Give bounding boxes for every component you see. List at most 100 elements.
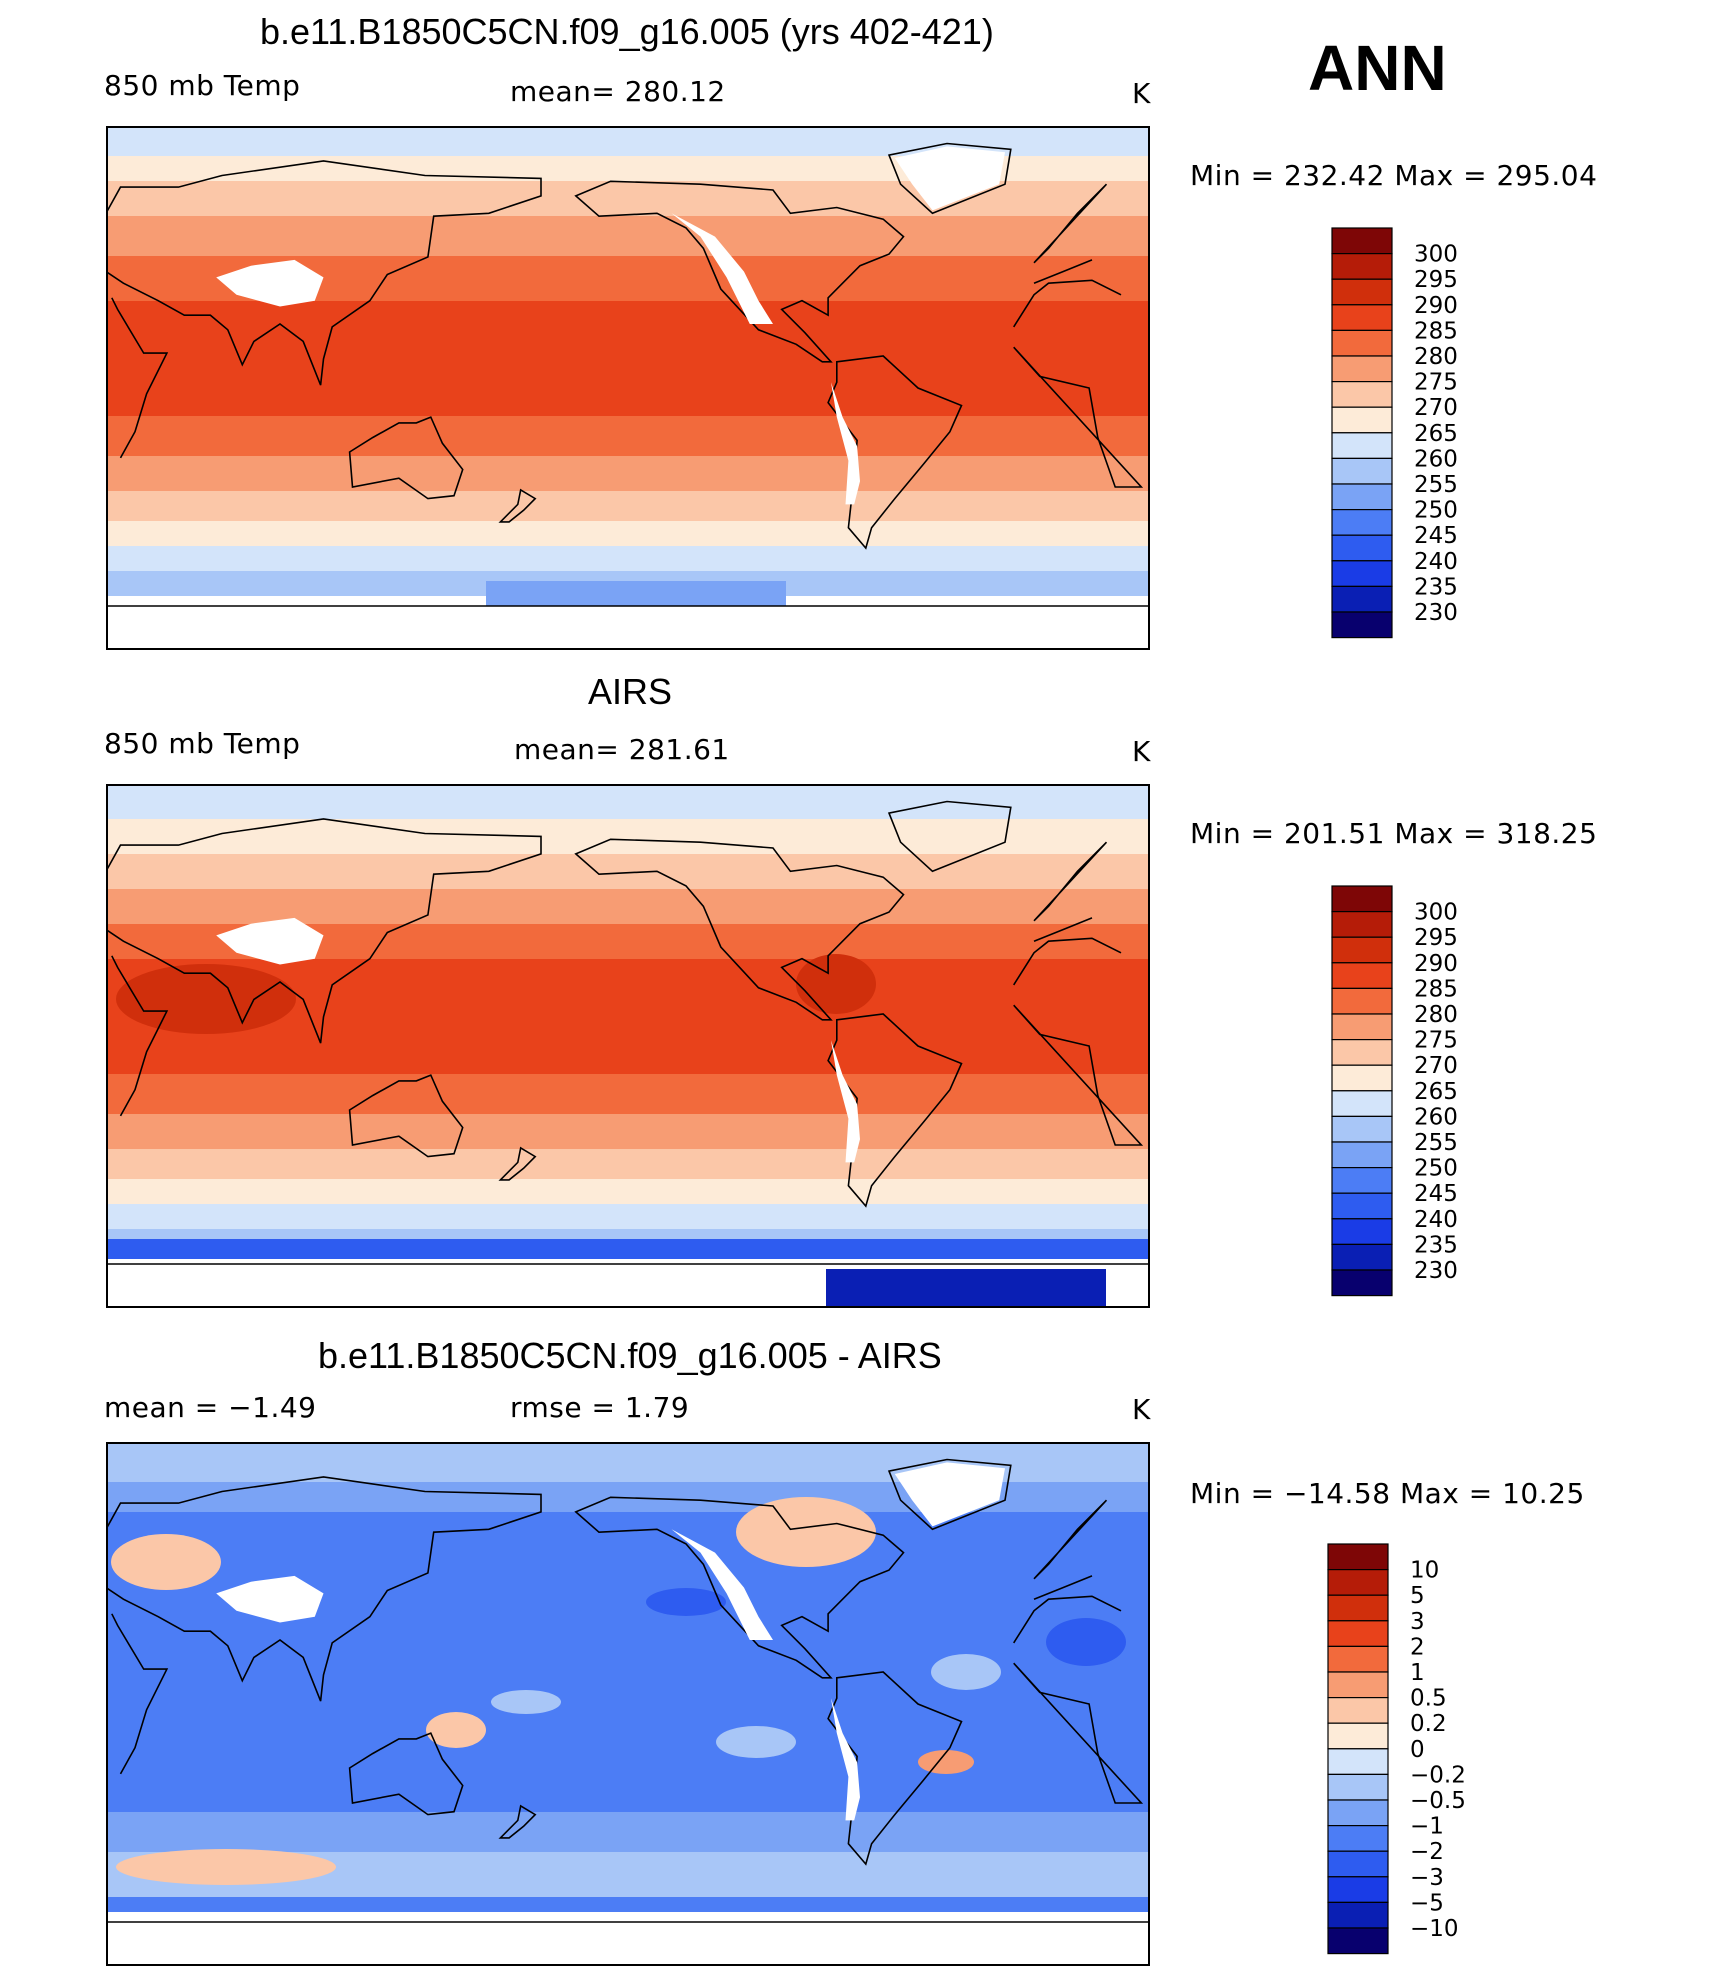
colorbar-swatch [1331, 1039, 1393, 1066]
colorbar-tick-label: 1 [1410, 1660, 1425, 1686]
temperature-band [106, 301, 1150, 416]
min-max-label: Min = 232.42 Max = 295.04 [1190, 159, 1598, 192]
coastline [106, 818, 542, 1044]
masked-region [216, 1575, 324, 1623]
panel-title: b.e11.B1850C5CN.f09_g16.005 (yrs 402-421… [260, 11, 994, 52]
colorbar-tick-label: 230 [1414, 1258, 1458, 1284]
colorbar-tick-label: 260 [1414, 1104, 1458, 1130]
difference-anomaly [931, 1654, 1001, 1690]
coastline [348, 1732, 464, 1816]
colorbar-tick-label: 275 [1414, 370, 1458, 396]
antarctica [106, 1912, 1150, 1966]
map-frame [106, 126, 1150, 650]
variable-label: 850 mb Temp [104, 69, 301, 102]
difference-anomaly [736, 1497, 876, 1567]
colorbar-swatch [1327, 1773, 1389, 1801]
temperature-band [106, 1074, 1150, 1114]
colorbar-tick-label: −1 [1410, 1814, 1444, 1840]
colorbar-swatch [1331, 227, 1393, 255]
colorbar-tick-label: 250 [1414, 498, 1458, 524]
units-label: K [1132, 735, 1151, 768]
colorbar-tick-label: 285 [1414, 976, 1458, 1002]
temperature-band [106, 456, 1150, 491]
coastline [111, 937, 1144, 1146]
coastline [574, 1496, 905, 1679]
coastline [111, 1595, 1144, 1804]
colorbar-swatch [1327, 1645, 1389, 1673]
colorbar-tick-label: 10 [1410, 1558, 1439, 1584]
masked-region [894, 1462, 1005, 1527]
colorbar-tick-label: 270 [1414, 395, 1458, 421]
colorbar-tick-label: −3 [1410, 1865, 1444, 1891]
colorbar-swatch [1331, 253, 1393, 280]
colorbar-tick-label: 5 [1410, 1583, 1425, 1609]
colorbar-swatch [1327, 1569, 1389, 1596]
temperature-map [106, 126, 1150, 650]
masked-region [894, 146, 1005, 211]
colorbar-swatch [1331, 1090, 1393, 1118]
temperature-band [106, 1179, 1150, 1204]
colorbar-swatch [1327, 1901, 1389, 1929]
difference-anomaly [491, 1690, 561, 1714]
colorbar-swatch [1331, 560, 1393, 587]
colorbar-swatch [1327, 1927, 1389, 1955]
colorbar-swatch [1331, 304, 1393, 332]
temperature-band [106, 1114, 1150, 1149]
colorbar-tick-label: 265 [1414, 421, 1458, 447]
colorbar-swatch [1331, 1192, 1393, 1220]
masked-region [831, 382, 860, 505]
colorbar-tick-label: 255 [1414, 472, 1458, 498]
colorbar-swatch [1331, 885, 1393, 913]
masked-region [671, 1529, 773, 1640]
colorbar-tick-label: 0.2 [1410, 1711, 1447, 1737]
colorbar-tick-label: −0.2 [1410, 1762, 1466, 1788]
colorbar-tick-label: 240 [1414, 549, 1458, 575]
colorbar-swatch [1331, 1013, 1393, 1041]
difference-anomaly [918, 1750, 974, 1774]
masked-region [831, 1698, 860, 1821]
season-label: ANN [1308, 32, 1447, 104]
coastline [106, 1476, 542, 1702]
colorbar-swatch [1327, 1620, 1389, 1648]
colorbar-swatch [1331, 1141, 1393, 1169]
coastline [887, 142, 1012, 215]
colorbar-tick-label: 290 [1414, 951, 1458, 977]
colorbar-swatch [1331, 936, 1393, 964]
masked-region [216, 917, 324, 965]
colorbar-swatch [1331, 987, 1393, 1015]
units-label: K [1132, 1393, 1151, 1426]
colorbar-tick-label: 300 [1414, 900, 1458, 926]
temperature-band [106, 521, 1150, 546]
temperature-band [106, 416, 1150, 456]
difference-anomaly [111, 1534, 221, 1590]
colorbar-swatch [1331, 1167, 1393, 1194]
colorbar-swatch [1327, 1748, 1389, 1776]
colorbar-swatch [1331, 1115, 1393, 1143]
colorbar-tick-label: 280 [1414, 1002, 1458, 1028]
colorbar-tick-label: 235 [1414, 574, 1458, 600]
temperature-band [106, 546, 1150, 571]
colorbar-swatch [1331, 534, 1393, 562]
colorbar-tick-label: 240 [1414, 1207, 1458, 1233]
colorbar-swatch [1327, 1543, 1389, 1571]
colorbar: 3002952902852802752702652602552502452402… [1331, 227, 1458, 639]
antarctic-margin [486, 581, 786, 606]
colorbar-tick-label: −5 [1410, 1890, 1444, 1916]
panel-title: b.e11.B1850C5CN.f09_g16.005 - AIRS [318, 1335, 942, 1376]
colorbar-tick-label: 280 [1414, 344, 1458, 370]
colorbar-swatch [1331, 355, 1393, 383]
colorbar-tick-label: 270 [1414, 1053, 1458, 1079]
colorbar-tick-label: 285 [1414, 318, 1458, 344]
antarctic-margin [106, 1239, 1150, 1259]
panel-title: AIRS [588, 671, 673, 712]
colorbar-swatch [1327, 1594, 1389, 1622]
temperature-band [106, 216, 1150, 256]
mean-label: mean= 280.12 [510, 75, 726, 108]
colorbar-swatch [1331, 483, 1393, 511]
colorbar-swatch [1327, 1876, 1389, 1903]
masked-region [216, 259, 324, 307]
colorbar-tick-label: 275 [1414, 1028, 1458, 1054]
colorbar-tick-label: 0.5 [1410, 1686, 1447, 1712]
coastline [106, 1499, 1108, 1600]
